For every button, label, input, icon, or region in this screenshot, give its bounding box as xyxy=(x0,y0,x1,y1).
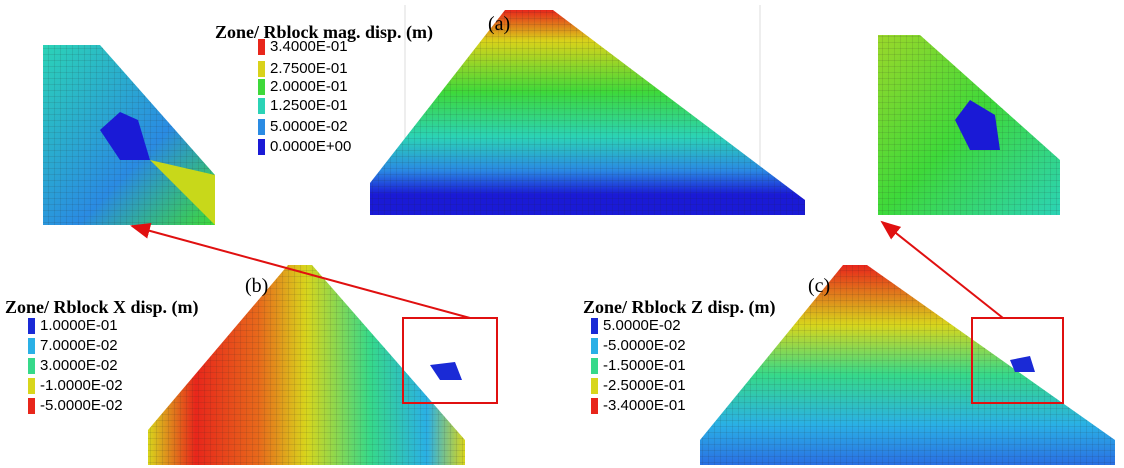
inset-right xyxy=(878,35,1060,215)
legend-swatch xyxy=(28,398,35,414)
legend-entry: 1.2500E-01 xyxy=(270,97,348,114)
legend-entry: -3.4000E-01 xyxy=(603,397,686,414)
legend-entry: 2.7500E-01 xyxy=(270,60,348,77)
legend-entry: -1.0000E-02 xyxy=(40,377,123,394)
legend-swatch xyxy=(28,318,35,334)
zoom-arrow xyxy=(130,223,471,319)
legend-swatch xyxy=(28,378,35,394)
legend-swatch xyxy=(591,338,598,354)
legend-entry: -5.0000E-02 xyxy=(603,337,686,354)
panel-label: (c) xyxy=(808,275,830,297)
legend-entry: -1.5000E-01 xyxy=(603,357,686,374)
legend-entry: 3.0000E-02 xyxy=(40,357,118,374)
legend-swatch xyxy=(258,98,265,114)
legend-swatch xyxy=(591,358,598,374)
legend-title: Zone/ Rblock mag. disp. (m) xyxy=(215,22,433,43)
legend-entry: -2.5000E-01 xyxy=(603,377,686,394)
legend-title: Zone/ Rblock Z disp. (m) xyxy=(583,297,776,318)
legend-swatch xyxy=(28,358,35,374)
legend-swatch xyxy=(591,378,598,394)
legend-entry: 2.0000E-01 xyxy=(270,78,348,95)
legend-entry: 0.0000E+00 xyxy=(270,138,351,155)
legend-swatch xyxy=(28,338,35,354)
zoom-arrow xyxy=(880,220,1004,319)
legend-entry: 5.0000E-02 xyxy=(270,118,348,135)
panel-label: (a) xyxy=(488,13,510,35)
legend-swatch xyxy=(591,318,598,334)
inset-left xyxy=(43,45,215,225)
panel-label: (b) xyxy=(245,275,268,297)
legend-swatch xyxy=(258,139,265,155)
legend-entry: 1.0000E-01 xyxy=(40,317,118,334)
zoom-box xyxy=(402,317,498,404)
panel-a-image xyxy=(370,5,805,215)
legend-swatch xyxy=(258,39,265,55)
panel-b-image xyxy=(148,265,465,465)
legend-entry: 3.4000E-01 xyxy=(270,38,348,55)
legend-swatch xyxy=(258,119,265,135)
legend-entry: -5.0000E-02 xyxy=(40,397,123,414)
panel-c-image xyxy=(700,265,1115,465)
legend-swatch xyxy=(258,79,265,95)
legend-entry: 7.0000E-02 xyxy=(40,337,118,354)
legend-swatch xyxy=(258,61,265,77)
zoom-box xyxy=(971,317,1064,404)
legend-entry: 5.0000E-02 xyxy=(603,317,681,334)
legend-title: Zone/ Rblock X disp. (m) xyxy=(5,297,199,318)
legend-swatch xyxy=(591,398,598,414)
